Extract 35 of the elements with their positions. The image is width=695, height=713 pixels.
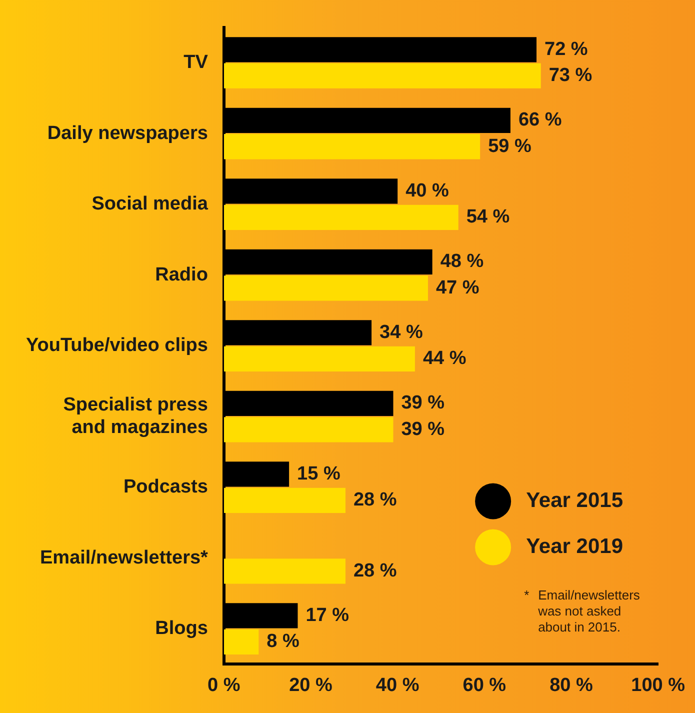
data-label: 72 % — [544, 38, 588, 60]
data-label: 28 % — [353, 560, 397, 582]
x-tick-label: 100 % — [631, 674, 686, 696]
data-label: 66 % — [518, 110, 562, 131]
data-label: 39 % — [401, 418, 445, 440]
y-tick-label: Daily newspapers — [47, 122, 208, 144]
data-label: 73 % — [548, 65, 592, 86]
y-tick-label: Podcasts — [123, 476, 208, 498]
data-label: 54 % — [466, 206, 510, 228]
x-tick-label: 40 % — [376, 674, 420, 696]
legend-label: Year 2019 — [526, 534, 623, 558]
data-label: 44 % — [422, 348, 466, 370]
data-label: 40 % — [406, 180, 449, 202]
y-tick-label: YouTube/video clips — [26, 335, 208, 356]
x-tick-label: 20 % — [289, 674, 333, 696]
y-tick-label: Blogs — [155, 618, 208, 640]
x-tick-label: 0 % — [208, 674, 240, 696]
data-label: 28 % — [353, 490, 397, 511]
legend-label: Year 2015 — [526, 488, 624, 512]
data-label: 59 % — [488, 136, 532, 157]
annotation: * Email/newsletters was not asked about in 2015. — [524, 587, 640, 634]
y-tick-label: Radio — [155, 264, 208, 286]
y-tick-label: Specialist press and magazines — [63, 394, 208, 438]
y-tick-label: Social media — [92, 194, 208, 215]
data-label: 34 % — [380, 322, 423, 343]
y-tick-label: TV — [184, 52, 208, 74]
data-label: 48 % — [440, 251, 484, 272]
x-tick-label: 60 % — [462, 674, 506, 696]
data-label: 17 % — [306, 604, 350, 626]
data-label: 15 % — [297, 463, 340, 484]
data-label: 47 % — [436, 277, 480, 298]
y-tick-label: Email/newsletters* — [40, 547, 209, 568]
x-tick-label: 80 % — [550, 674, 593, 696]
data-label: 8 % — [266, 631, 300, 652]
data-label: 39 % — [401, 392, 445, 414]
